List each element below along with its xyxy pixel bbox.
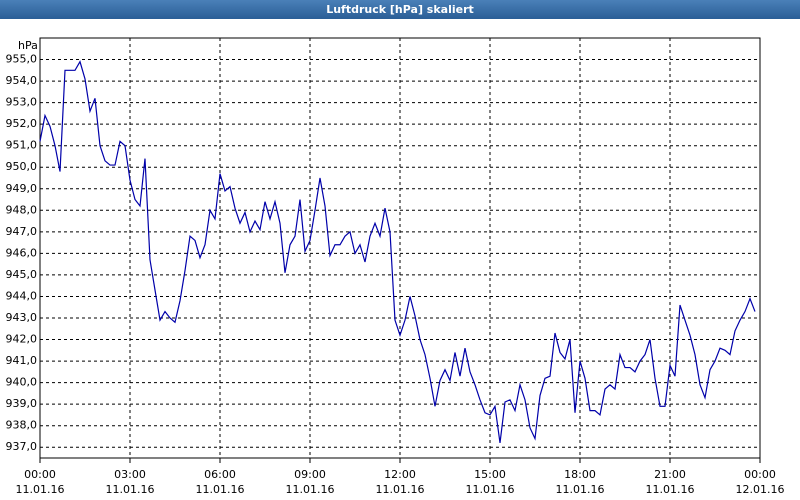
y-tick-label: 946,0	[6, 246, 38, 259]
x-tick-date: 11.01.16	[106, 483, 155, 496]
x-tick-date: 11.01.16	[556, 483, 605, 496]
y-tick-label: 951,0	[6, 139, 38, 152]
data-line	[39, 60, 756, 444]
x-tick-label: 06:00	[204, 468, 236, 481]
x-tick-label: 21:00	[654, 468, 686, 481]
y-tick-label: 949,0	[6, 182, 38, 195]
x-tick-label: 00:00	[24, 468, 56, 481]
title-bar: Luftdruck [hPa] skaliert	[0, 0, 800, 19]
y-tick-label: 953,0	[6, 96, 38, 109]
x-tick-date: 11.01.16	[646, 483, 695, 496]
x-tick-date: 11.01.16	[16, 483, 65, 496]
y-tick-label: 955,0	[6, 53, 38, 66]
x-tick-date: 11.01.16	[196, 483, 245, 496]
chart: hPa 937,0 938,0 939,0 940,0 941,0 942,0 943,0 9…	[6, 37, 785, 496]
y-tick-label: 948,0	[6, 203, 38, 216]
x-tick-label: 18:00	[564, 468, 596, 481]
x-tick-label: 09:00	[294, 468, 326, 481]
y-tick-label: 945,0	[6, 268, 38, 281]
y-tick-label: 950,0	[6, 160, 38, 173]
y-tick-label: 940,0	[6, 376, 38, 389]
y-tick-label: 937,0	[6, 440, 38, 453]
y-tick-label: 938,0	[6, 419, 38, 432]
y-tick-label: 954,0	[6, 74, 38, 87]
x-tick-date: 11.01.16	[286, 483, 335, 496]
y-tick-label: 944,0	[6, 289, 38, 302]
y-tick-label: 942,0	[6, 333, 38, 346]
y-tick-label: 947,0	[6, 225, 38, 238]
x-tick-date: 11.01.16	[376, 483, 425, 496]
y-axis-label: hPa	[18, 39, 38, 52]
x-tick-label: 03:00	[114, 468, 146, 481]
y-tick-label: 943,0	[6, 311, 38, 324]
x-tick-label: 12:00	[384, 468, 416, 481]
x-tick-label: 15:00	[474, 468, 506, 481]
y-tick-label: 941,0	[6, 354, 38, 367]
x-tick-label: 00:00	[744, 468, 776, 481]
y-tick-label: 939,0	[6, 397, 38, 410]
x-tick-date: 12.01.16	[736, 483, 785, 496]
x-tick-date: 11.01.16	[466, 483, 515, 496]
y-tick-label: 952,0	[6, 117, 38, 130]
